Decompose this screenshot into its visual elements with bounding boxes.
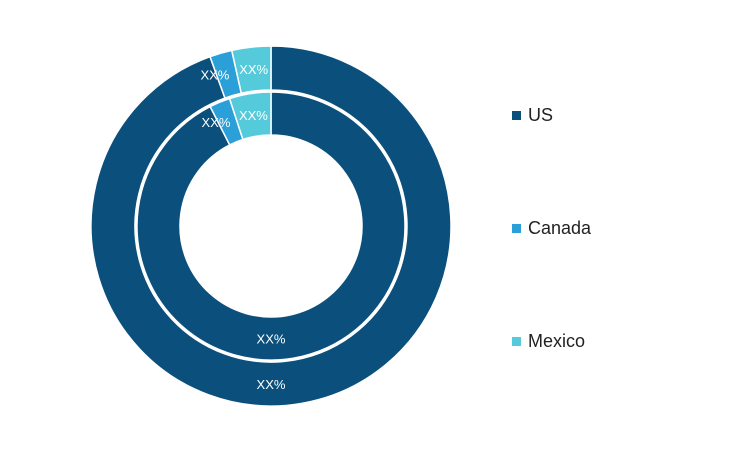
outer-label-mexico: XX%: [239, 62, 268, 77]
inner-ring: [136, 91, 406, 361]
legend-label-mexico: Mexico: [528, 331, 586, 351]
legend-item-mexico: Mexico: [512, 331, 585, 352]
legend-item-us: US: [512, 105, 553, 126]
legend-item-canada: Canada: [512, 218, 591, 239]
legend-label-canada: Canada: [528, 218, 592, 238]
outer-ring: [90, 45, 452, 407]
inner-slice-us: [136, 91, 406, 361]
inner-label-mexico: XX%: [239, 108, 268, 123]
outer-slice-us: [90, 45, 452, 407]
legend-swatch-mexico: [512, 337, 521, 346]
legend-label-us: US: [528, 105, 554, 125]
inner-label-us: XX%: [257, 332, 286, 347]
legend-swatch-canada: [512, 224, 521, 233]
outer-label-canada: XX%: [200, 67, 229, 82]
outer-slice-mexico: [230, 45, 272, 95]
data-labels: XX% XX% XX% XX% XX% XX%: [200, 62, 285, 392]
inner-slice-mexico: [228, 91, 272, 141]
legend: US Canada Mexico: [512, 0, 732, 451]
outer-label-us: XX%: [257, 377, 286, 392]
inner-label-canada: XX%: [201, 115, 230, 130]
legend-swatch-us: [512, 111, 521, 120]
